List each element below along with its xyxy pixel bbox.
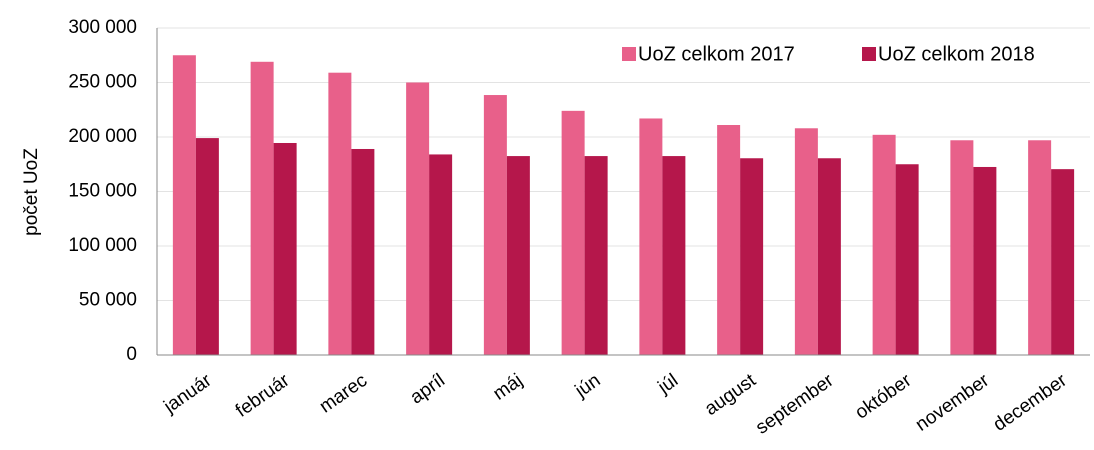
legend-label: UoZ celkom 2018 <box>878 43 1035 65</box>
bar <box>561 110 585 355</box>
y-tick-label: 50 000 <box>79 290 137 311</box>
x-tick-label: jún <box>571 370 605 402</box>
bar <box>973 166 997 355</box>
bar <box>872 134 896 355</box>
legend-swatch <box>622 47 636 61</box>
bar <box>662 156 686 355</box>
x-tick-label: október <box>851 370 916 424</box>
bar <box>717 125 741 355</box>
x-tick-label: november <box>912 370 994 436</box>
bar <box>794 128 818 355</box>
bar <box>483 95 507 355</box>
bar <box>817 158 841 355</box>
x-tick-label: december <box>990 370 1072 436</box>
bar <box>250 61 274 355</box>
bar <box>1051 169 1075 355</box>
y-tick-label: 300 000 <box>68 17 137 38</box>
bar <box>740 158 764 355</box>
x-tick-label: august <box>701 370 760 420</box>
bar <box>506 156 530 355</box>
bar <box>406 82 430 355</box>
x-tick-label: máj <box>489 370 526 405</box>
x-tick-label: február <box>232 370 294 422</box>
y-tick-label: 250 000 <box>68 72 137 93</box>
legend-label: UoZ celkom 2017 <box>638 43 795 65</box>
legend-swatch <box>862 47 876 61</box>
bar <box>895 164 919 355</box>
bar <box>328 72 352 355</box>
x-tick-label: september <box>752 370 838 439</box>
bar <box>429 154 453 355</box>
bar <box>1028 140 1052 355</box>
bar <box>273 142 297 355</box>
y-tick-label: 150 000 <box>68 181 137 202</box>
bar <box>351 148 375 355</box>
bar <box>195 138 219 355</box>
x-tick-label: marec <box>316 370 371 417</box>
y-tick-label: 0 <box>126 344 137 365</box>
y-tick-label: 100 000 <box>68 235 137 256</box>
y-tick-label: 200 000 <box>68 126 137 147</box>
x-tick-label: apríl <box>407 370 449 408</box>
bar <box>584 156 608 355</box>
bar <box>172 55 196 355</box>
x-tick-label: január <box>159 370 216 418</box>
bar <box>950 140 974 355</box>
bar <box>639 118 663 355</box>
y-axis-label: počet UoZ <box>21 148 42 236</box>
x-tick-label: júl <box>654 370 682 399</box>
